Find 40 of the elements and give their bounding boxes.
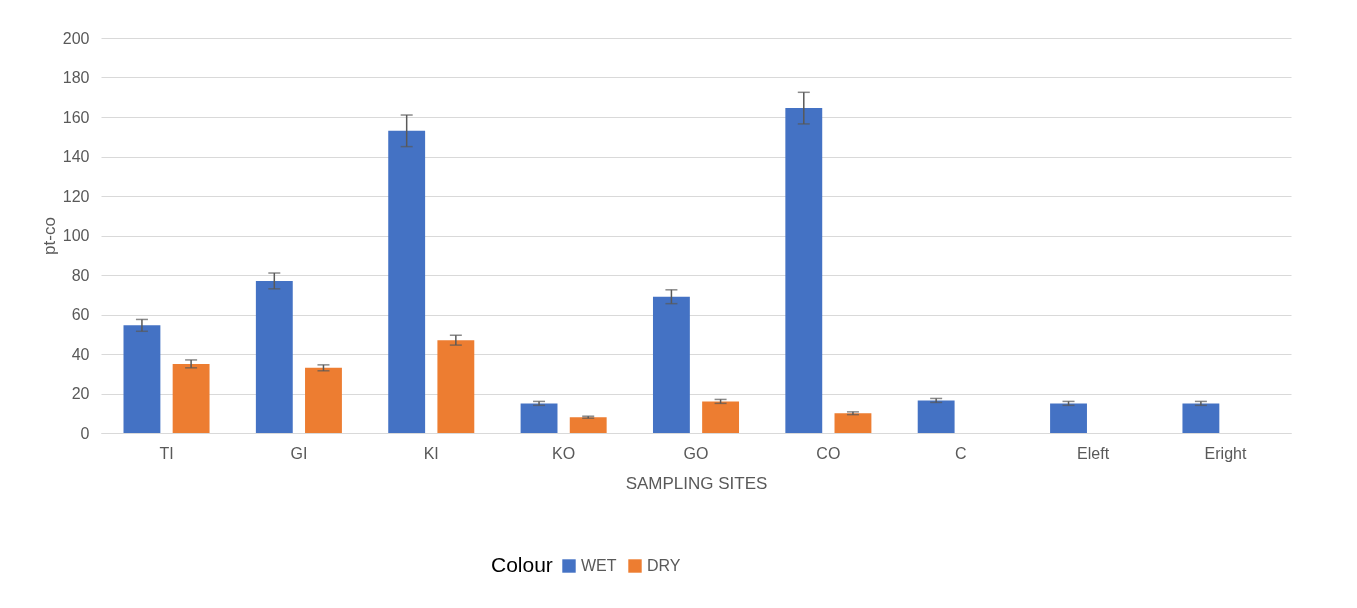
bar	[569, 417, 607, 433]
x-tick-label: GI	[290, 444, 308, 462]
x-tick-label: Eright	[1204, 444, 1247, 462]
y-tick-label: 100	[62, 227, 90, 244]
bar	[123, 325, 161, 433]
y-tick-label: 160	[62, 108, 90, 126]
x-tick-label: CO	[816, 444, 841, 462]
y-tick-label: 80	[71, 266, 90, 284]
y-tick-label: 200	[62, 29, 90, 47]
legend-title: Colour	[491, 553, 553, 576]
y-axis-title: pt-co	[39, 217, 59, 255]
x-tick-label: GO	[683, 444, 709, 462]
bar	[702, 401, 740, 433]
bar	[834, 413, 872, 433]
bar	[520, 403, 558, 433]
bar	[305, 367, 342, 433]
y-tick-label: 20	[71, 385, 90, 402]
bar	[437, 340, 475, 433]
x-tick-label: KI	[423, 444, 439, 462]
y-tick-label: 40	[71, 345, 90, 363]
y-tick-label: 60	[71, 306, 90, 323]
y-tick-label: 140	[62, 148, 90, 165]
bar	[1182, 403, 1220, 433]
x-tick-label: TI	[159, 444, 174, 462]
bar	[652, 296, 690, 433]
bar	[1050, 403, 1087, 433]
bar	[255, 280, 293, 433]
x-tick-label: Eleft	[1077, 444, 1110, 462]
x-axis-title: SAMPLING SITES	[625, 473, 768, 493]
bar	[917, 400, 955, 433]
bar	[172, 363, 210, 433]
y-tick-label: 120	[62, 187, 90, 205]
x-tick-label: KO	[552, 444, 576, 462]
y-tick-label: 0	[80, 424, 90, 442]
x-tick-label: C	[954, 444, 967, 462]
legend-label: WET	[581, 557, 617, 574]
bar	[388, 130, 426, 433]
bar	[785, 108, 823, 433]
legend-label: DRY	[647, 557, 681, 574]
y-tick-label: 180	[62, 69, 90, 86]
